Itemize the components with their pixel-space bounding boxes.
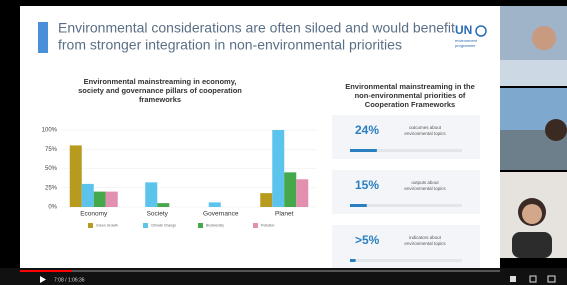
stat-text: environmental topics bbox=[404, 186, 446, 191]
panel-title: non-environmental priorities of bbox=[355, 91, 466, 100]
progress-played bbox=[20, 270, 72, 272]
legend-label: Climate Change bbox=[151, 223, 176, 227]
y-tick-label: 0% bbox=[48, 205, 57, 211]
webcams bbox=[500, 6, 567, 258]
stat-value: 15% bbox=[355, 178, 379, 192]
bar bbox=[260, 193, 272, 207]
time: 7:08 / 1:06:36 bbox=[54, 277, 85, 283]
legend-label: Pollution bbox=[261, 223, 274, 227]
slide-title: Environmental considerations are often s… bbox=[58, 20, 455, 36]
stat-track bbox=[350, 259, 462, 262]
face bbox=[522, 204, 542, 224]
progress-track[interactable] bbox=[20, 270, 500, 272]
clothes bbox=[512, 232, 552, 258]
y-tick-label: 75% bbox=[45, 147, 58, 153]
y-tick-label: 25% bbox=[45, 185, 58, 191]
y-tick-label: 100% bbox=[42, 128, 58, 134]
stat-value: 24% bbox=[355, 123, 379, 137]
stat-fill bbox=[350, 204, 367, 207]
bar bbox=[272, 130, 284, 207]
slide-title: from stronger integration in non-environ… bbox=[58, 37, 402, 53]
x-tick-label: Society bbox=[147, 211, 169, 218]
stat-fill bbox=[350, 149, 377, 152]
chart-title: society and governance pillars of cooper… bbox=[78, 86, 242, 95]
bar bbox=[284, 172, 296, 207]
face bbox=[532, 26, 556, 50]
logo-sub: programme bbox=[455, 43, 476, 48]
bar bbox=[82, 184, 94, 207]
legend-swatch bbox=[143, 223, 148, 228]
hair bbox=[545, 119, 567, 141]
bar bbox=[209, 202, 221, 207]
bar bbox=[106, 192, 118, 207]
y-tick-label: 50% bbox=[45, 166, 58, 172]
screen: Environmental considerations are often s… bbox=[0, 0, 567, 285]
x-tick-label: Planet bbox=[275, 211, 294, 218]
stat-text: environmental topics bbox=[404, 131, 446, 136]
chart-title: Environmental mainstreaming in economy, bbox=[84, 77, 237, 86]
legend-label: Biodiversity bbox=[206, 223, 224, 227]
bar bbox=[94, 192, 106, 207]
legend-swatch bbox=[88, 223, 93, 228]
stat-value: >5% bbox=[355, 233, 380, 247]
bar bbox=[70, 145, 82, 207]
legend-swatch bbox=[198, 223, 203, 228]
bar bbox=[145, 182, 157, 207]
stat-text: indicators about bbox=[409, 235, 442, 240]
logo: UN bbox=[455, 23, 472, 37]
stat-text: environmental topics bbox=[404, 241, 446, 246]
stat-fill bbox=[350, 259, 356, 262]
bar bbox=[296, 179, 308, 207]
panel-title: Cooperation Frameworks bbox=[365, 100, 455, 109]
legend-label: Green Growth bbox=[96, 223, 118, 227]
bar bbox=[157, 203, 169, 207]
stat-text: outcomes about bbox=[409, 125, 442, 130]
title-accent bbox=[38, 22, 48, 53]
volume-button[interactable] bbox=[510, 276, 516, 282]
shirt bbox=[500, 60, 567, 86]
chart-title: frameworks bbox=[139, 95, 181, 104]
x-tick-label: Governance bbox=[203, 211, 239, 218]
x-tick-label: Economy bbox=[80, 211, 108, 218]
panel-title: Environmental mainstreaming in the bbox=[345, 82, 475, 91]
legend-swatch bbox=[253, 223, 258, 228]
stat-text: outputs about bbox=[411, 180, 439, 185]
